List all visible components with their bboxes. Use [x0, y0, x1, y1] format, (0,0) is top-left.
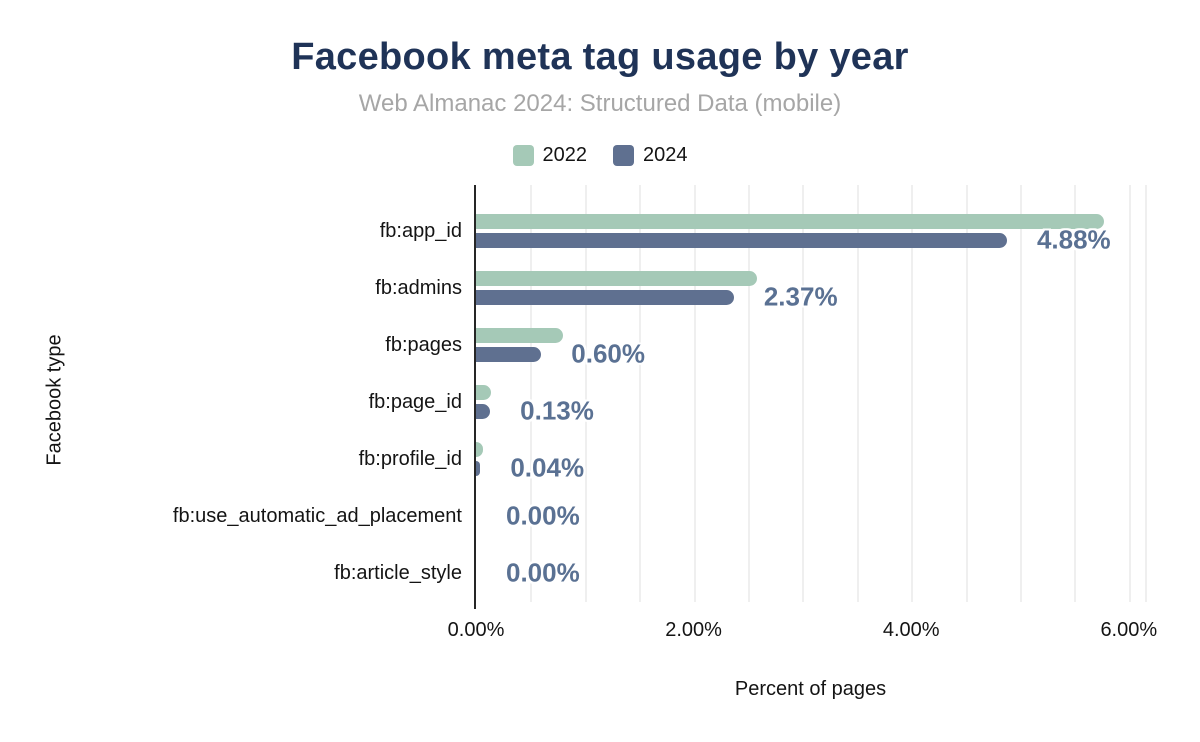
chart-title: Facebook meta tag usage by year	[291, 36, 909, 78]
legend-swatch-2022	[512, 144, 534, 166]
bar-2024	[476, 290, 734, 305]
category-label: fb:use_automatic_ad_placement	[172, 505, 462, 527]
value-label: 0.13%	[520, 395, 594, 426]
x-axis-title: Percent of pages	[734, 678, 887, 700]
category-label: fb:article_style	[334, 562, 462, 584]
legend-label: 2022	[542, 143, 588, 166]
plot-right-border	[1145, 185, 1148, 602]
gridline	[1128, 185, 1131, 602]
category-label: fb:page_id	[368, 391, 462, 413]
gridline	[965, 185, 968, 602]
y-axis-title: Facebook type	[43, 334, 66, 466]
value-label: 0.04%	[510, 452, 585, 483]
chart-subtitle: Web Almanac 2024: Structured Data (mobil…	[358, 90, 842, 117]
bar-2024	[476, 461, 481, 476]
x-tick-label: 2.00%	[665, 619, 722, 641]
gridline	[584, 185, 587, 602]
gridline	[911, 185, 914, 602]
bar-2022	[476, 214, 1104, 229]
category-label: fb:admins	[375, 277, 462, 299]
gridline	[802, 185, 805, 602]
bar-2024	[476, 233, 1007, 248]
legend-label: 2024	[643, 143, 688, 166]
value-label: 0.60%	[571, 338, 645, 369]
gridline	[856, 185, 859, 602]
bar-2022	[476, 385, 492, 400]
bar-2024	[476, 404, 491, 419]
category-label: fb:app_id	[379, 220, 462, 242]
gridline	[639, 185, 642, 602]
y-axis-line	[474, 185, 476, 609]
gridline	[693, 185, 696, 602]
x-tick-label: 4.00%	[882, 619, 940, 641]
x-tick-label: 0.00%	[447, 619, 505, 641]
bar-2022	[476, 328, 564, 343]
legend-swatch-2024	[613, 144, 634, 166]
bar-2022	[476, 271, 757, 286]
bar-2022	[476, 442, 483, 457]
plot-area: fb:app_id 4.88% fb:admins 2.37% fb:pages 0.60…	[0, 185, 1200, 641]
value-label: 0.00%	[506, 557, 580, 588]
gridline	[1020, 185, 1022, 602]
legend-item-2022: 2022	[512, 143, 588, 167]
gridline	[748, 185, 750, 602]
x-tick-label: 6.00%	[1100, 619, 1158, 641]
value-label: 2.37%	[763, 281, 838, 312]
gridline	[530, 185, 533, 602]
legend: 2022 2024	[0, 143, 1200, 167]
category-label: fb:profile_id	[358, 448, 462, 470]
value-label: 4.88%	[1036, 224, 1111, 255]
value-label: 0.00%	[506, 500, 580, 531]
gridline	[1074, 185, 1077, 602]
category-label: fb:pages	[385, 334, 462, 356]
legend-item-2024: 2024	[613, 144, 688, 167]
bar-2024	[476, 347, 542, 362]
